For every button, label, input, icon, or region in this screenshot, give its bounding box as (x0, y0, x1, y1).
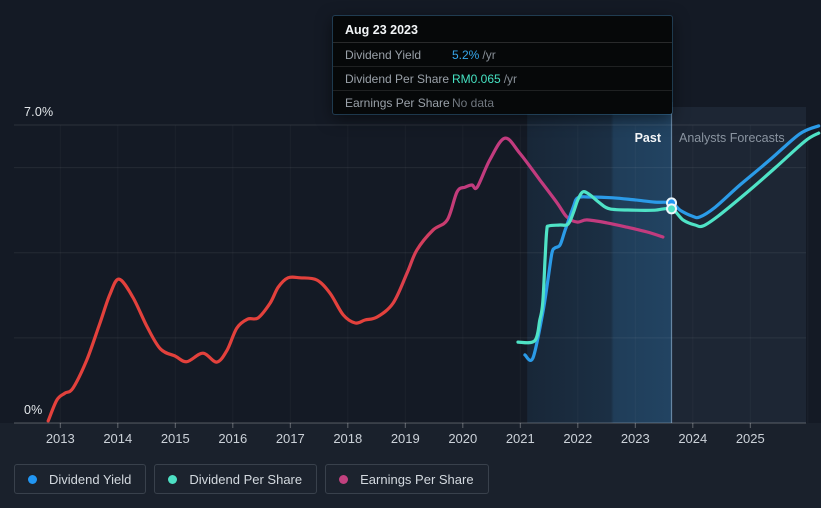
tooltip-row-value: RM0.065 (452, 71, 501, 86)
tooltip-row-dividend-yield: Dividend Yield 5.2%/yr (333, 43, 672, 67)
x-tick-label-2014: 2014 (103, 431, 133, 446)
x-tick-label-2025: 2025 (735, 431, 765, 446)
legend-dot (339, 474, 349, 484)
forecast-band (671, 107, 806, 423)
tooltip-row-value: No data (452, 95, 495, 110)
tooltip-date: Aug 23 2023 (333, 16, 672, 43)
x-tick-label-2015: 2015 (160, 431, 190, 446)
x-tick-label-2022: 2022 (563, 431, 593, 446)
tooltip-row-label: Dividend Per Share (345, 71, 450, 86)
x-tick-label-2016: 2016 (218, 431, 248, 446)
tooltip-rows: Dividend Yield 5.2%/yr Dividend Per Share R… (333, 43, 672, 114)
legend-dot (28, 474, 37, 484)
legend-label: Dividend Per Share (189, 471, 303, 487)
x-tick-label-2023: 2023 (620, 431, 650, 446)
x-tick-label-2017: 2017 (275, 431, 305, 446)
tooltip-row-label: Dividend Yield (345, 47, 422, 62)
chart-legend: Dividend Yield Dividend Per Share Earnings… (14, 464, 489, 494)
x-tick-label-2020: 2020 (448, 431, 478, 446)
y-axis-max-label: 7.0% (24, 105, 54, 119)
tooltip-row-value: 5.2% (452, 47, 480, 62)
past-region-label: Past (634, 131, 661, 145)
y-axis-zero-label: 0% (24, 403, 43, 417)
tooltip-row-unit: /yr (503, 71, 518, 86)
dividend-yield-line (523, 124, 821, 363)
dividend-per-share-line (516, 131, 821, 345)
dividend-per-share-marker (666, 203, 678, 215)
x-tick-label-2018: 2018 (333, 431, 363, 446)
legend-item-earnings-per-share[interactable]: Earnings Per Share (325, 464, 489, 494)
tooltip-row-unit: /yr (482, 47, 496, 62)
forecast-region-label: Analysts Forecasts (679, 131, 785, 145)
tooltip-row-label: Earnings Per Share (345, 95, 450, 110)
gridlines (14, 124, 806, 428)
legend-item-dividend-yield[interactable]: Dividend Yield (14, 464, 147, 494)
x-tick-label-2013: 2013 (45, 431, 75, 446)
legend-label: Earnings Per Share (360, 471, 474, 487)
chart-tooltip: Aug 23 2023 Dividend Yield 5.2%/yr Dividen… (333, 16, 672, 114)
tooltip-row-dividend-per-share: Dividend Per Share RM0.065/yr (333, 67, 672, 91)
tooltip-row-earnings-per-share: Earnings Per Share No data (333, 91, 672, 114)
x-tick-label-2021: 2021 (505, 431, 535, 446)
legend-label: Dividend Yield (49, 471, 132, 487)
legend-item-dividend-per-share[interactable]: Dividend Per Share (154, 464, 318, 494)
legend-dot (168, 474, 178, 484)
earnings-per-share-line (46, 136, 665, 423)
x-tick-label-2024: 2024 (678, 431, 708, 446)
x-tick-label-2019: 2019 (390, 431, 420, 446)
